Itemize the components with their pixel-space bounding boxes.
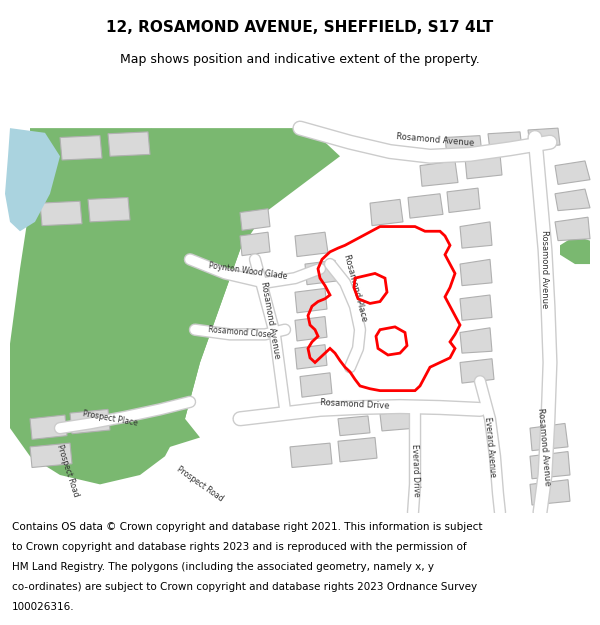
Polygon shape bbox=[408, 194, 443, 218]
Polygon shape bbox=[88, 198, 130, 222]
Polygon shape bbox=[447, 188, 480, 213]
Polygon shape bbox=[555, 161, 590, 184]
Polygon shape bbox=[460, 328, 492, 353]
Text: Rosamond Avenue: Rosamond Avenue bbox=[541, 229, 550, 308]
Polygon shape bbox=[528, 128, 560, 147]
Polygon shape bbox=[5, 128, 60, 231]
Polygon shape bbox=[460, 222, 492, 248]
Polygon shape bbox=[560, 236, 590, 264]
Polygon shape bbox=[70, 409, 110, 434]
Polygon shape bbox=[108, 132, 150, 156]
Text: Rosamond Avenue: Rosamond Avenue bbox=[536, 408, 552, 486]
Polygon shape bbox=[460, 359, 494, 383]
Polygon shape bbox=[305, 261, 337, 285]
Polygon shape bbox=[30, 443, 72, 468]
Polygon shape bbox=[60, 136, 102, 160]
Polygon shape bbox=[465, 154, 502, 179]
Polygon shape bbox=[530, 480, 570, 505]
Polygon shape bbox=[30, 415, 67, 439]
Text: Map shows position and indicative extent of the property.: Map shows position and indicative extent… bbox=[120, 52, 480, 66]
Text: Everard Drive: Everard Drive bbox=[410, 444, 421, 497]
Text: Everard Avenue: Everard Avenue bbox=[483, 416, 497, 478]
Polygon shape bbox=[338, 438, 377, 462]
Polygon shape bbox=[488, 132, 522, 151]
Text: 100026316.: 100026316. bbox=[12, 602, 74, 612]
Text: Rosamond Avenue: Rosamond Avenue bbox=[259, 281, 281, 359]
Polygon shape bbox=[380, 411, 416, 431]
Polygon shape bbox=[295, 317, 327, 341]
Text: Rosamond Avenue: Rosamond Avenue bbox=[395, 132, 475, 148]
Polygon shape bbox=[370, 199, 403, 226]
Text: Rosamond Place: Rosamond Place bbox=[341, 253, 368, 322]
Polygon shape bbox=[40, 201, 82, 226]
Polygon shape bbox=[300, 372, 332, 398]
Text: Rosamond Close: Rosamond Close bbox=[208, 325, 272, 340]
Polygon shape bbox=[295, 232, 328, 257]
Text: Contains OS data © Crown copyright and database right 2021. This information is : Contains OS data © Crown copyright and d… bbox=[12, 521, 482, 531]
Text: to Crown copyright and database rights 2023 and is reproduced with the permissio: to Crown copyright and database rights 2… bbox=[12, 542, 467, 552]
Polygon shape bbox=[420, 161, 458, 186]
Polygon shape bbox=[460, 259, 492, 286]
Polygon shape bbox=[460, 295, 492, 321]
Text: co-ordinates) are subject to Crown copyright and database rights 2023 Ordnance S: co-ordinates) are subject to Crown copyr… bbox=[12, 582, 477, 592]
Text: 12, ROSAMOND AVENUE, SHEFFIELD, S17 4LT: 12, ROSAMOND AVENUE, SHEFFIELD, S17 4LT bbox=[106, 20, 494, 35]
Polygon shape bbox=[445, 136, 482, 156]
Text: Prospect Place: Prospect Place bbox=[82, 409, 138, 428]
Polygon shape bbox=[295, 289, 327, 313]
Polygon shape bbox=[290, 443, 332, 468]
Polygon shape bbox=[240, 209, 270, 231]
Text: HM Land Registry. The polygons (including the associated geometry, namely x, y: HM Land Registry. The polygons (includin… bbox=[12, 562, 434, 572]
Text: Prospect Road: Prospect Road bbox=[55, 443, 81, 498]
Text: Poynton Wood Glade: Poynton Wood Glade bbox=[208, 261, 288, 281]
Polygon shape bbox=[240, 232, 270, 256]
Polygon shape bbox=[338, 416, 370, 436]
Polygon shape bbox=[295, 345, 327, 369]
Polygon shape bbox=[555, 217, 590, 241]
Text: Rosamond Drive: Rosamond Drive bbox=[320, 398, 390, 411]
Polygon shape bbox=[555, 189, 590, 211]
Polygon shape bbox=[10, 128, 240, 484]
Polygon shape bbox=[530, 451, 570, 479]
Polygon shape bbox=[530, 424, 568, 451]
Text: Prospect Road: Prospect Road bbox=[175, 465, 225, 504]
Polygon shape bbox=[150, 128, 340, 447]
